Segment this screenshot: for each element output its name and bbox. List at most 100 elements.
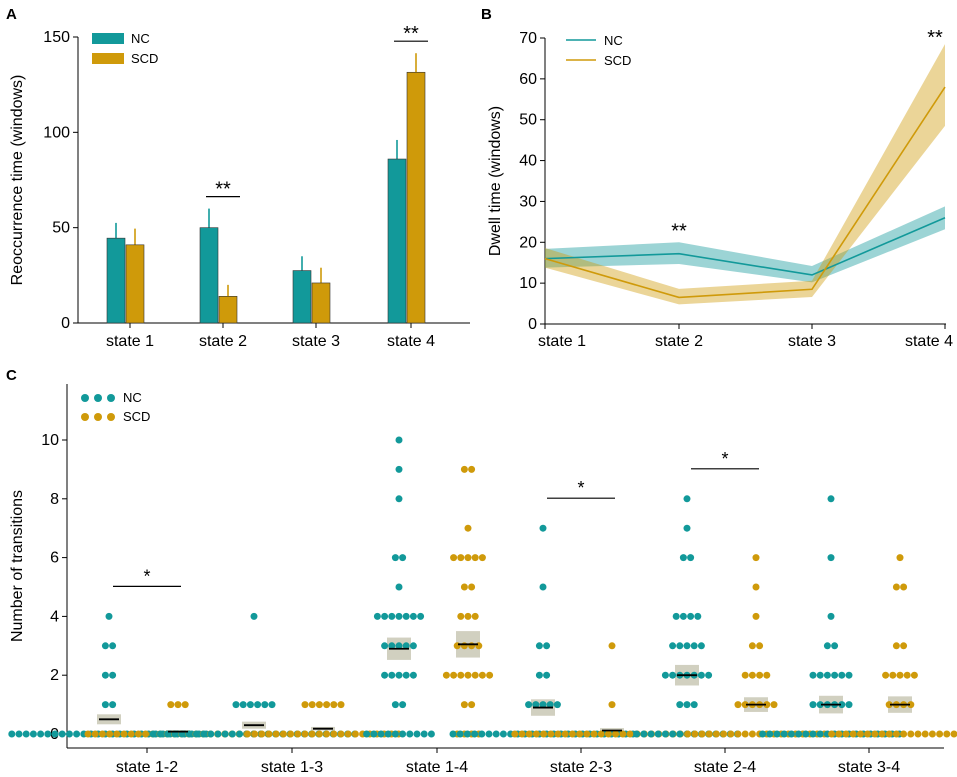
dot-scd	[896, 554, 904, 562]
dot-nc	[250, 612, 258, 620]
dot-scd	[450, 554, 458, 562]
dot-nc	[532, 701, 540, 709]
dot-scd	[878, 730, 886, 738]
dot-nc	[679, 612, 687, 620]
dot-scd	[748, 642, 756, 650]
dot-scd	[590, 730, 598, 738]
dot-nc	[192, 730, 200, 738]
x-tick-label: state 2-3	[550, 759, 612, 776]
x-tick-label: state 1	[538, 333, 586, 350]
panel-c-y-label: Number of transitions	[9, 490, 26, 642]
dot-scd	[568, 730, 576, 738]
x-tick-label: state 1-2	[116, 759, 178, 776]
dot-scd	[734, 730, 742, 738]
dot-scd	[315, 730, 323, 738]
dot-scd	[950, 730, 957, 738]
panel-a-ticks: 0 50 100 150 state 1 state 2 state 3 state 4	[43, 29, 435, 350]
dot-nc	[766, 730, 774, 738]
panel-c-legend-nc-dot	[94, 394, 102, 402]
dot-nc	[381, 612, 389, 620]
panel-a-legend-scd-swatch	[92, 53, 124, 64]
dot-scd	[770, 701, 778, 709]
dot-nc	[492, 730, 500, 738]
dot-scd	[308, 730, 316, 738]
dot-nc	[654, 730, 662, 738]
dot-nc	[697, 671, 705, 679]
panel-c-transitions-chart: C Number of transitions 0246810state 1-2…	[6, 367, 957, 776]
dot-nc	[831, 671, 839, 679]
y-tick-label: 70	[519, 30, 537, 47]
dot-nc	[827, 495, 835, 503]
dot-nc	[254, 701, 262, 709]
dot-scd	[315, 701, 323, 709]
dot-scd	[301, 701, 309, 709]
dot-scd	[720, 730, 728, 738]
dot-nc	[683, 524, 691, 532]
panel-c-legend-scd-label: SCD	[123, 409, 150, 424]
panel-c-letter: C	[6, 367, 17, 384]
dot-scd	[475, 642, 483, 650]
y-tick-label: 0	[61, 315, 70, 332]
line-nc	[544, 217, 946, 276]
dot-nc	[539, 701, 547, 709]
dot-nc	[759, 730, 767, 738]
dot-nc	[406, 730, 414, 738]
dot-scd	[842, 730, 850, 738]
dot-scd	[457, 612, 465, 620]
dot-scd	[741, 671, 749, 679]
x-tick-label: state 2-4	[694, 759, 756, 776]
dot-nc	[399, 554, 407, 562]
dot-scd	[453, 642, 461, 650]
panel-c-legend: NC SCD	[81, 390, 150, 424]
dot-nc	[539, 524, 547, 532]
dot-scd	[752, 554, 760, 562]
dot-scd	[928, 730, 936, 738]
x-tick-label: state 2	[199, 333, 247, 350]
y-tick-label: 0	[528, 316, 537, 333]
significance-label: *	[143, 566, 150, 586]
dot-scd	[478, 671, 486, 679]
dot-scd	[323, 701, 331, 709]
dot-scd	[457, 554, 465, 562]
dot-nc	[384, 730, 392, 738]
dot-nc	[388, 642, 396, 650]
dot-nc	[395, 671, 403, 679]
dot-nc	[236, 730, 244, 738]
dot-scd	[344, 730, 352, 738]
dot-nc	[363, 730, 371, 738]
significance-label: **	[927, 27, 943, 49]
y-tick-label: 2	[50, 667, 59, 684]
y-tick-label: 4	[50, 608, 59, 625]
dot-scd	[460, 642, 468, 650]
dot-nc	[51, 730, 59, 738]
panel-c-sem-bands	[97, 631, 912, 734]
dot-scd	[889, 671, 897, 679]
dot-nc	[377, 730, 385, 738]
dot-scd	[471, 612, 479, 620]
dot-nc	[795, 730, 803, 738]
dot-scd	[748, 730, 756, 738]
panel-c-means	[99, 643, 910, 733]
dot-scd	[691, 730, 699, 738]
panel-b-legend-nc-label: NC	[604, 33, 623, 48]
dot-nc	[101, 671, 109, 679]
x-tick-label: state 1-3	[261, 759, 323, 776]
dot-scd	[856, 730, 864, 738]
x-tick-label: state 3	[788, 333, 836, 350]
dot-nc	[239, 701, 247, 709]
dot-nc	[816, 730, 824, 738]
panel-a-bars	[106, 53, 426, 324]
dot-scd	[468, 642, 476, 650]
dot-nc	[705, 671, 713, 679]
dot-scd	[351, 730, 359, 738]
dot-nc	[809, 701, 817, 709]
dot-scd	[756, 642, 764, 650]
dot-scd	[734, 701, 742, 709]
dot-nc	[499, 730, 507, 738]
dot-nc	[15, 730, 23, 738]
dot-nc	[22, 730, 30, 738]
dot-nc	[373, 612, 381, 620]
dot-scd	[910, 671, 918, 679]
dot-nc	[539, 583, 547, 591]
dot-nc	[816, 701, 824, 709]
